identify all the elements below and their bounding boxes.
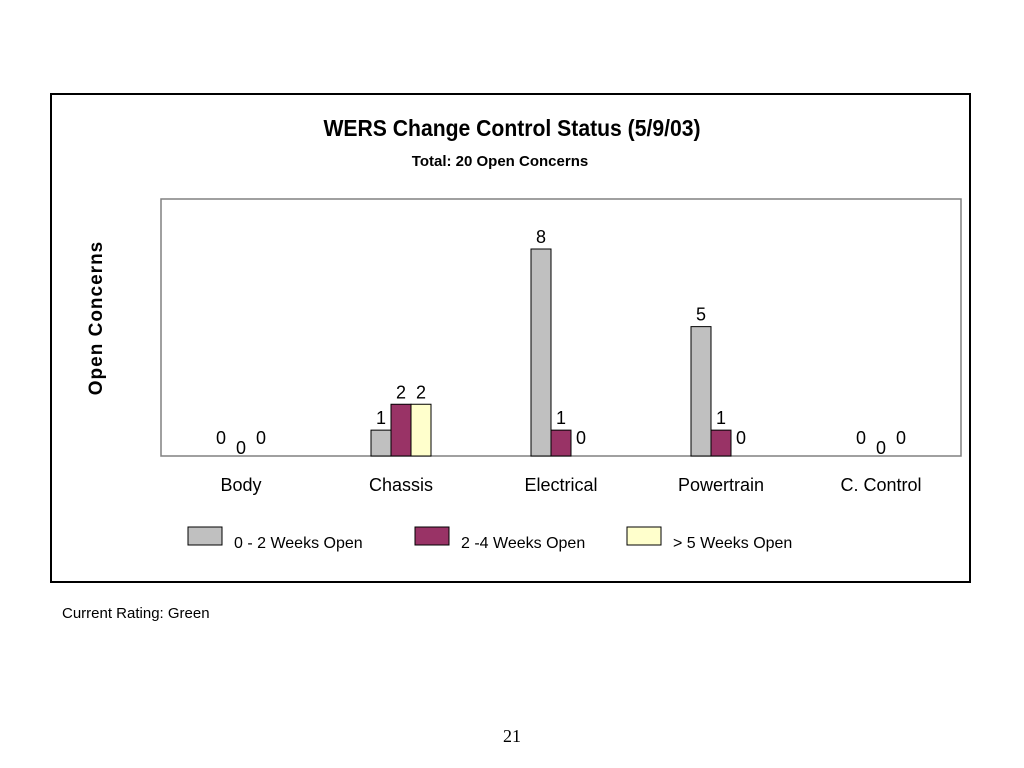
- data-label: 8: [536, 227, 546, 247]
- data-label: 5: [696, 305, 706, 325]
- chart-subtitle: Total: 20 Open Concerns: [412, 153, 588, 170]
- data-label: 1: [716, 408, 726, 428]
- data-label: 0: [236, 438, 246, 458]
- data-label: 2: [396, 382, 406, 402]
- bar-electrical-s1: [550, 429, 572, 457]
- current-rating: Current Rating: Green: [62, 605, 210, 622]
- legend: 0 - 2 Weeks Open 2 -4 Weeks Open > 5 Weeks…: [187, 526, 792, 552]
- bar-chassis-s2: [410, 403, 432, 457]
- data-label: 0: [896, 428, 906, 448]
- bar-powertrain-s1: [710, 429, 732, 457]
- chart-title: WERS Change Control Status (5/9/03): [323, 115, 700, 141]
- legend-label: 2 -4 Weeks Open: [461, 535, 585, 552]
- x-tick-label: Body: [220, 475, 261, 495]
- data-label: 0: [876, 438, 886, 458]
- data-label: 0: [856, 428, 866, 448]
- data-label: 0: [256, 428, 266, 448]
- legend-swatch: [626, 526, 662, 546]
- data-label: 2: [416, 382, 426, 402]
- legend-swatch: [414, 526, 450, 546]
- y-axis-label: Open Concerns: [86, 241, 107, 395]
- data-label: 1: [376, 408, 386, 428]
- data-label: 1: [556, 408, 566, 428]
- bars-layer: [370, 248, 732, 457]
- chart-frame: [50, 93, 971, 583]
- x-tick-label: Powertrain: [678, 475, 764, 495]
- x-tick-label: Chassis: [369, 475, 433, 495]
- x-axis-ticks: Body Chassis Electrical Powertrain C. Contro…: [220, 475, 921, 495]
- legend-label: 0 - 2 Weeks Open: [234, 535, 363, 552]
- bar-electrical-s0: [530, 248, 552, 457]
- data-label: 0: [736, 428, 746, 448]
- bar-chassis-s0: [370, 429, 392, 457]
- x-tick-label: C. Control: [840, 475, 921, 495]
- x-tick-label: Electrical: [524, 475, 597, 495]
- page-number: 21: [503, 726, 521, 746]
- bar-powertrain-s0: [690, 326, 712, 457]
- legend-label: > 5 Weeks Open: [673, 535, 792, 552]
- bar-chassis-s1: [390, 403, 412, 457]
- data-label: 0: [576, 428, 586, 448]
- data-label: 0: [216, 428, 226, 448]
- legend-swatch: [187, 526, 223, 546]
